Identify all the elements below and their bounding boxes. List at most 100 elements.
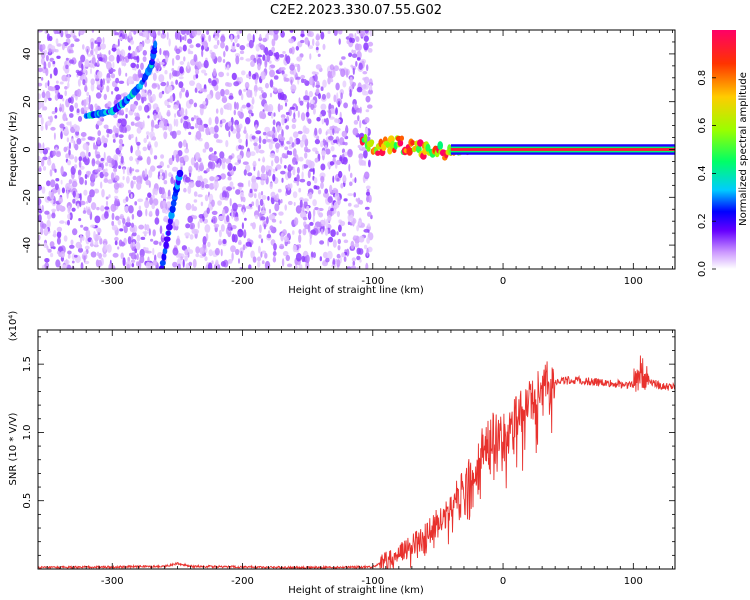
noise-cell bbox=[173, 118, 176, 127]
noise-cell bbox=[363, 42, 369, 51]
noise-cell bbox=[236, 154, 243, 160]
noise-cell bbox=[342, 156, 348, 165]
noise-cell bbox=[48, 35, 53, 42]
noise-cell bbox=[337, 245, 341, 251]
noise-cell bbox=[332, 175, 335, 183]
noise-cell bbox=[74, 156, 78, 163]
noise-cell bbox=[97, 84, 102, 88]
noise-cell bbox=[96, 120, 103, 126]
noise-cell bbox=[356, 30, 360, 34]
noise-cell bbox=[260, 216, 266, 221]
noise-cell bbox=[75, 241, 82, 249]
noise-cell bbox=[287, 164, 292, 170]
noise-cell bbox=[281, 70, 285, 75]
noise-cell bbox=[79, 177, 84, 185]
noise-cell bbox=[53, 230, 57, 238]
noise-cell bbox=[255, 198, 259, 208]
noise-cell bbox=[142, 146, 148, 152]
noise-cell bbox=[222, 59, 226, 63]
noise-cell bbox=[220, 224, 225, 232]
noise-cell bbox=[250, 250, 255, 259]
noise-cell bbox=[296, 56, 303, 62]
noise-cell bbox=[252, 34, 255, 43]
noise-cell bbox=[230, 34, 233, 43]
noise-cell bbox=[54, 168, 57, 173]
noise-cell bbox=[305, 159, 310, 166]
noise-cell bbox=[66, 189, 69, 199]
noise-cell bbox=[214, 261, 219, 266]
noise-cell bbox=[101, 188, 105, 198]
noise-cell bbox=[295, 45, 300, 51]
noise-cell bbox=[235, 189, 241, 195]
noise-cell bbox=[90, 224, 96, 228]
noise-cell bbox=[333, 94, 337, 103]
noise-cell bbox=[199, 181, 202, 186]
noise-cell bbox=[284, 102, 288, 107]
noise-cell bbox=[282, 229, 287, 236]
noise-cell bbox=[269, 182, 273, 190]
noise-cell bbox=[332, 239, 337, 248]
noise-cell bbox=[82, 251, 87, 256]
noise-cell bbox=[208, 249, 213, 257]
noise-cell bbox=[292, 230, 295, 235]
noise-cell bbox=[264, 252, 268, 259]
noise-cell bbox=[356, 43, 362, 51]
noise-cell bbox=[280, 114, 286, 119]
noise-cell bbox=[196, 30, 202, 36]
noise-cell bbox=[356, 86, 363, 93]
noise-cell bbox=[236, 43, 240, 48]
noise-cell bbox=[105, 200, 109, 207]
noise-cell bbox=[47, 248, 52, 253]
noise-cell bbox=[230, 227, 233, 231]
noise-cell bbox=[102, 78, 106, 86]
noise-cell bbox=[156, 165, 163, 169]
noise-cell bbox=[76, 203, 80, 209]
noise-cell bbox=[193, 74, 196, 81]
noise-cell bbox=[281, 116, 285, 126]
noise-cell bbox=[121, 34, 126, 39]
noise-cell bbox=[260, 90, 264, 94]
noise-cell bbox=[144, 81, 148, 88]
noise-cell bbox=[123, 58, 126, 67]
noise-cell bbox=[182, 44, 187, 52]
noise-cell bbox=[46, 180, 51, 187]
noise-cell bbox=[159, 48, 162, 55]
noise-cell bbox=[307, 223, 311, 233]
noise-cell bbox=[111, 224, 118, 231]
noise-cell bbox=[258, 192, 262, 200]
noise-cell bbox=[191, 203, 195, 212]
noise-cell bbox=[312, 208, 316, 217]
noise-cell bbox=[336, 159, 341, 165]
noise-cell bbox=[96, 137, 101, 145]
spectrogram-ylabel: Frequency (Hz) bbox=[8, 111, 19, 187]
noise-cell bbox=[287, 263, 293, 268]
noise-cell bbox=[300, 209, 306, 219]
noise-cell bbox=[204, 72, 208, 76]
noise-cell bbox=[197, 61, 202, 70]
noise-cell bbox=[225, 158, 232, 164]
noise-cell bbox=[307, 170, 311, 179]
noise-cell bbox=[146, 156, 151, 166]
noise-cell bbox=[38, 155, 41, 162]
noise-cell bbox=[134, 201, 138, 206]
noise-cell bbox=[204, 224, 211, 233]
noise-cell bbox=[157, 252, 163, 259]
noise-cell bbox=[299, 199, 303, 208]
noise-cell bbox=[337, 30, 343, 35]
noise-cell bbox=[69, 120, 72, 129]
noise-cell bbox=[131, 263, 135, 268]
noise-cell bbox=[332, 154, 337, 158]
noise-cell bbox=[189, 80, 195, 86]
noise-cell bbox=[126, 218, 131, 223]
noise-cell bbox=[188, 98, 194, 105]
noise-cell bbox=[68, 49, 72, 53]
noise-cell bbox=[258, 245, 261, 254]
noise-cell bbox=[144, 247, 149, 252]
noise-cell bbox=[56, 80, 59, 84]
noise-cell bbox=[313, 185, 318, 190]
noise-cell bbox=[335, 127, 341, 132]
noise-cell bbox=[103, 143, 108, 148]
noise-cell bbox=[367, 211, 372, 217]
noise-cell bbox=[82, 157, 88, 163]
noise-cell bbox=[298, 234, 302, 244]
